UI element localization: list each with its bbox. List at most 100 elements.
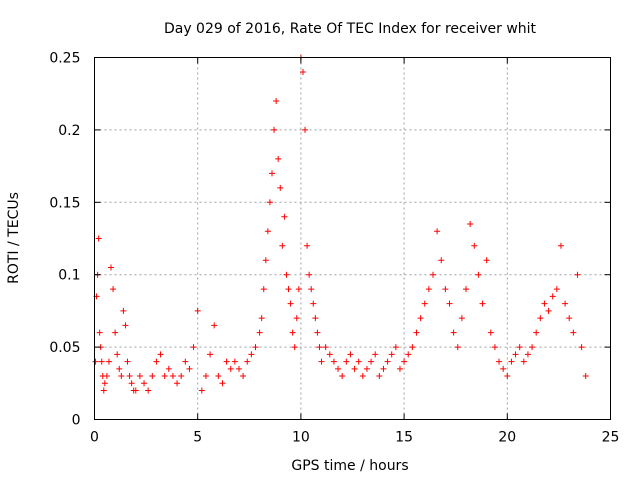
data-point — [396, 365, 403, 372]
x-tick-label: 10 — [292, 430, 310, 446]
data-point — [198, 387, 205, 394]
data-point — [471, 242, 478, 249]
data-point — [438, 257, 445, 264]
data-point — [487, 329, 494, 336]
data-point — [269, 170, 276, 177]
data-point — [271, 126, 278, 133]
x-axis-label: GPS time / hours — [291, 458, 408, 474]
data-point — [434, 228, 441, 235]
data-point — [314, 329, 321, 336]
data-point — [429, 271, 436, 278]
data-point — [126, 373, 133, 380]
data-point — [508, 358, 515, 365]
data-point — [450, 329, 457, 336]
data-point — [256, 329, 263, 336]
data-point — [413, 329, 420, 336]
y-axis-label: ROTI / TECUs — [6, 192, 22, 284]
data-point — [153, 358, 160, 365]
data-point — [310, 300, 317, 307]
data-point — [194, 307, 201, 314]
data-point — [326, 351, 333, 358]
data-point — [363, 365, 370, 372]
data-point — [145, 387, 152, 394]
data-point — [264, 228, 271, 235]
data-point — [260, 286, 267, 293]
data-point — [161, 373, 168, 380]
data-point — [312, 315, 319, 322]
x-tick-label: 20 — [498, 430, 516, 446]
data-point — [295, 286, 302, 293]
data-point — [524, 351, 531, 358]
data-point — [105, 358, 112, 365]
data-point — [359, 373, 366, 380]
data-point — [376, 373, 383, 380]
data-point — [463, 286, 470, 293]
data-point — [306, 271, 313, 278]
grid-lines — [94, 57, 611, 420]
y-tick-label: 0 — [72, 413, 81, 429]
data-point — [248, 351, 255, 358]
data-point — [417, 315, 424, 322]
plot-frame — [94, 57, 611, 420]
data-point — [304, 242, 311, 249]
data-point — [277, 184, 284, 191]
data-point — [446, 300, 453, 307]
data-point — [355, 358, 362, 365]
data-point — [578, 344, 585, 351]
data-point — [302, 126, 309, 133]
data-point — [262, 257, 269, 264]
data-point — [165, 365, 172, 372]
data-point — [409, 344, 416, 351]
data-point — [223, 358, 230, 365]
data-point — [308, 286, 315, 293]
data-point — [380, 365, 387, 372]
data-point — [549, 293, 556, 300]
data-point — [132, 387, 139, 394]
data-point — [169, 373, 176, 380]
data-point — [537, 315, 544, 322]
data-point — [467, 221, 474, 228]
data-point — [281, 213, 288, 220]
x-tick-label: 5 — [193, 430, 202, 446]
data-point — [182, 358, 189, 365]
data-point — [562, 300, 569, 307]
data-point — [178, 373, 185, 380]
data-point — [116, 365, 123, 372]
data-point — [118, 373, 125, 380]
data-point — [96, 329, 103, 336]
x-tick-label: 25 — [602, 430, 620, 446]
data-point — [266, 199, 273, 206]
data-point — [122, 322, 129, 329]
data-point — [504, 373, 511, 380]
y-tick-label: 0.25 — [49, 51, 80, 67]
data-point — [458, 315, 465, 322]
data-point — [545, 307, 552, 314]
data-point — [322, 344, 329, 351]
data-point — [128, 380, 135, 387]
data-point — [479, 300, 486, 307]
data-point — [120, 307, 127, 314]
data-point — [405, 351, 412, 358]
data-point — [388, 351, 395, 358]
data-point — [285, 286, 292, 293]
data-point — [186, 365, 193, 372]
x-tick-label: 15 — [395, 430, 413, 446]
data-point — [330, 358, 337, 365]
data-point — [491, 344, 498, 351]
data-point — [318, 358, 325, 365]
data-point — [100, 387, 107, 394]
data-point — [335, 365, 342, 372]
data-point — [157, 351, 164, 358]
data-point — [240, 373, 247, 380]
data-point — [244, 358, 251, 365]
data-point — [291, 344, 298, 351]
data-point — [500, 365, 507, 372]
chart-title: Day 029 of 2016, Rate Of TEC Index for r… — [164, 21, 537, 37]
axis-ticks: 0 5 10 15 20 25 0 0.05 0.1 0.15 0.2 0.25 — [49, 51, 619, 446]
data-point — [108, 264, 115, 271]
data-point — [401, 358, 408, 365]
data-point — [299, 68, 306, 75]
y-tick-label: 0.2 — [58, 123, 80, 139]
data-point — [483, 257, 490, 264]
